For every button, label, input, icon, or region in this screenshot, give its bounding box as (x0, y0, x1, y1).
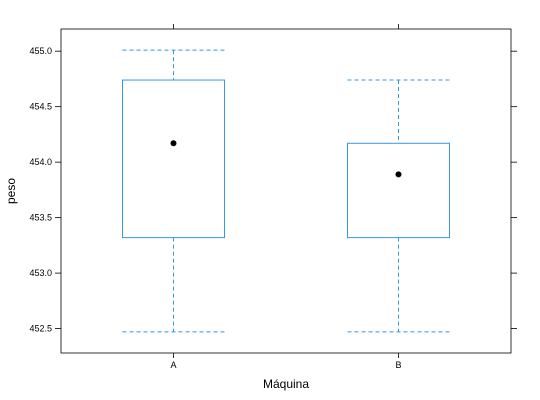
box-B (347, 79, 450, 333)
y-tick-label: 453.0 (29, 268, 52, 278)
x-tick-label: A (170, 360, 176, 370)
plot-frame (60, 28, 512, 354)
y-tick-label: 454.0 (29, 157, 52, 167)
box-A (122, 49, 225, 333)
y-axis-ticks: 452.5 453.0 453.5 454.0 454.5 455.0 (29, 46, 517, 334)
y-tick-label: 454.5 (29, 102, 52, 112)
median-dot (395, 171, 402, 178)
y-tick-label: 452.5 (29, 324, 52, 334)
x-tick-label: B (395, 360, 401, 370)
x-axis-title: Máquina (263, 377, 309, 391)
iqr-box (347, 142, 450, 239)
y-tick-label: 453.5 (29, 213, 52, 223)
boxes-layer (122, 49, 450, 333)
median-dot (170, 140, 177, 147)
iqr-box (122, 79, 225, 239)
y-tick-label: 455.0 (29, 46, 52, 56)
y-axis-title: peso (4, 178, 18, 204)
